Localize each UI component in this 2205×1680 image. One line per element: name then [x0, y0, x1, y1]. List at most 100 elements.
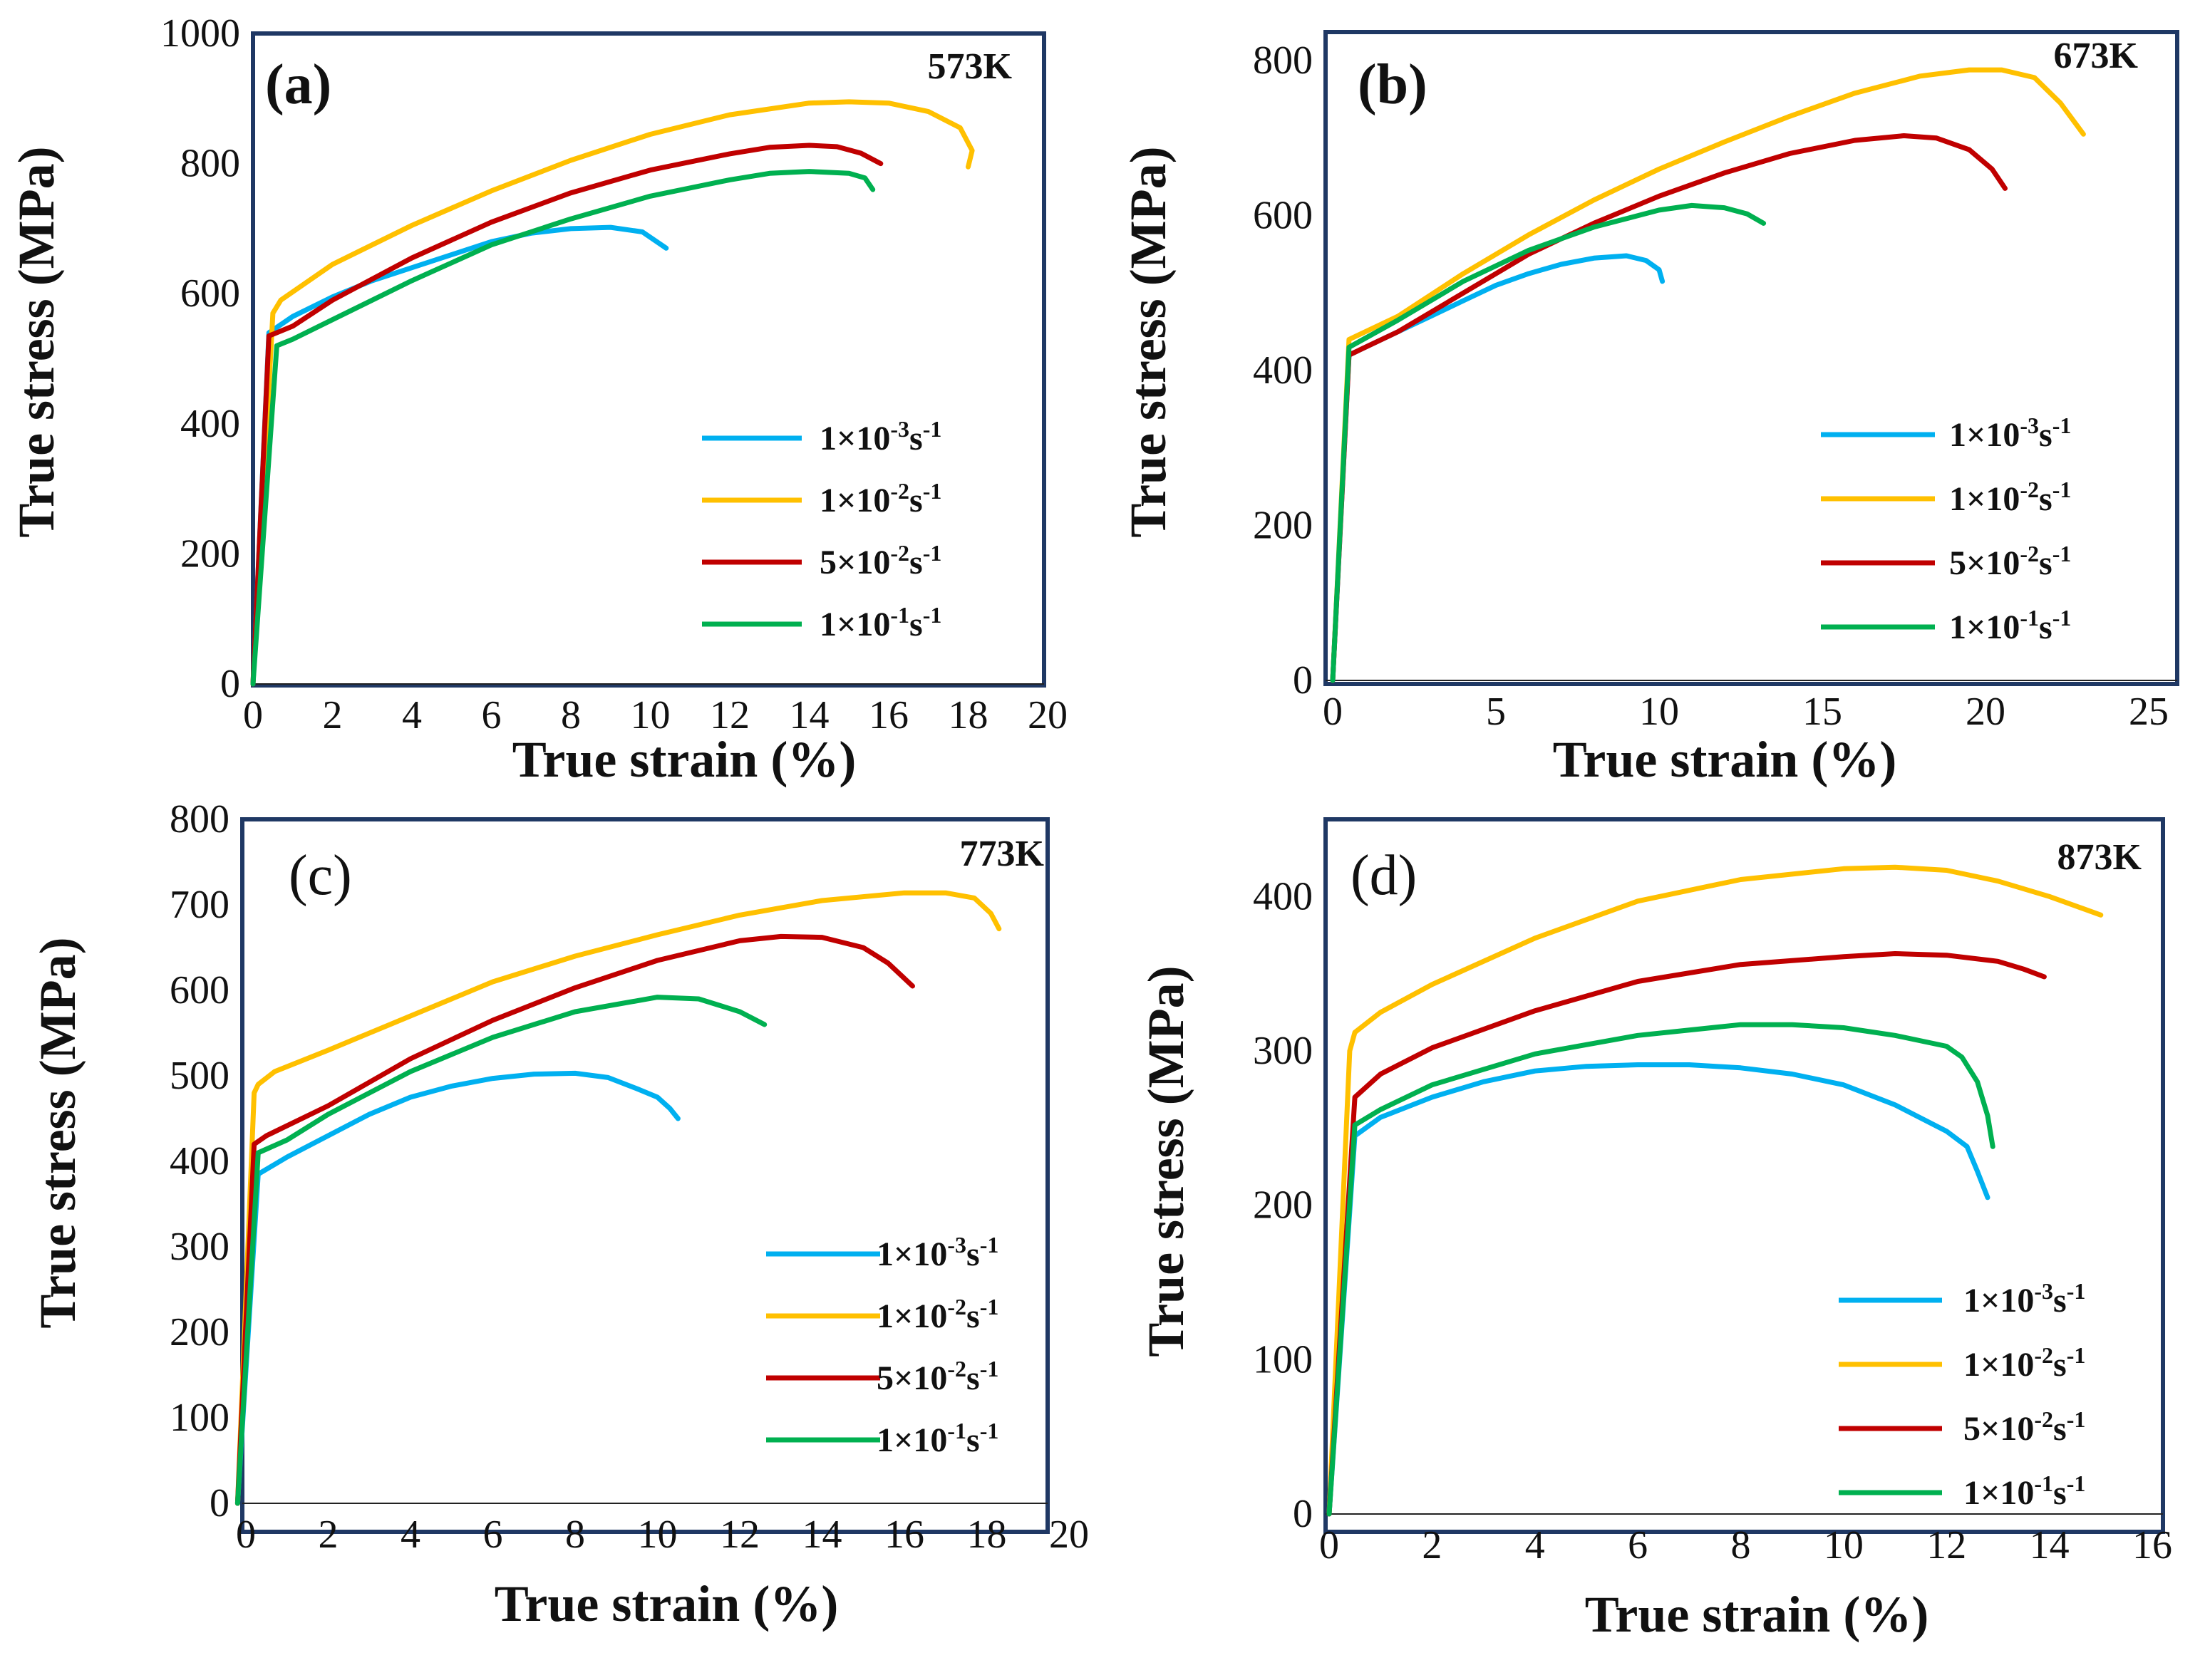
y-tick-label: 0 [1293, 658, 1313, 702]
y-tick-label: 600 [170, 968, 229, 1012]
x-tick-label: 4 [1525, 1523, 1545, 1567]
x-axis-title: True strain (%) [495, 1575, 839, 1632]
x-tick-label: 0 [243, 693, 263, 737]
x-tick-label: 10 [1639, 690, 1679, 734]
series-line-1 [1330, 253, 1666, 683]
y-tick-label: 600 [1253, 194, 1313, 238]
legend-label: 5×10-2s-1 [1949, 541, 2071, 582]
legend: 1×10-3s-1 1×10-2s-1 5×10-2s-1 1×10-1s-1 [1821, 413, 2071, 646]
legend: 1×10-3s-1 1×10-2s-1 5×10-2s-1 1×10-1s-1 [1839, 1278, 2085, 1512]
series-line-4 [1330, 202, 1767, 683]
x-tick-label: 16 [869, 693, 909, 737]
x-tick-label: 25 [2129, 690, 2169, 734]
panel-label: (b) [1358, 53, 1427, 116]
series-line-2 [234, 890, 1002, 1506]
plot-frame [240, 817, 1050, 1534]
temperature-label: 573K [928, 46, 1013, 87]
legend-label: 1×10-1s-1 [877, 1418, 998, 1459]
y-tick-label: 100 [170, 1396, 229, 1440]
x-tick-label: 0 [1319, 1523, 1339, 1567]
x-tick-label: 10 [631, 693, 671, 737]
legend-label: 1×10-2s-1 [1949, 477, 2071, 518]
y-tick-label: 200 [1253, 1183, 1313, 1228]
panel-c: 0 2 4 6 8 10 12 14 16 18 2001002003004005006007008… [29, 797, 1089, 1632]
x-tick-label: 0 [1323, 690, 1343, 734]
y-tick-label: 800 [1253, 38, 1313, 83]
series-line-1 [1326, 1062, 1990, 1517]
y-tick-label: 0 [220, 662, 240, 706]
x-axis-title: True strain (%) [1585, 1586, 1929, 1643]
x-tick-label: 10 [1824, 1523, 1864, 1567]
series-line-4 [250, 169, 876, 687]
panel-label: (a) [265, 53, 331, 116]
y-tick-label: 800 [180, 142, 240, 186]
y-tick-label: 500 [170, 1054, 229, 1098]
legend-label: 1×10-1s-1 [820, 602, 941, 643]
y-tick-label: 0 [1293, 1492, 1313, 1536]
legend: 1×10-3s-1 1×10-2s-1 5×10-2s-1 1×10-1s-1 [766, 1232, 998, 1459]
x-tick-label: 4 [402, 693, 422, 737]
legend: 1×10-3s-1 1×10-2s-1 5×10-2s-1 1×10-1s-1 [702, 416, 941, 643]
x-axis-title: True strain (%) [512, 731, 857, 788]
y-tick-label: 200 [170, 1310, 229, 1354]
plot-frame [1323, 30, 2179, 686]
plot-frame [1323, 817, 2165, 1534]
panel-b: 0 5 10 15 20 25 0 200 400 600 800 True strain (%) Tr… [1120, 30, 2179, 788]
legend-label: 5×10-2s-1 [820, 540, 941, 581]
y-axis-title: True stress (MPa) [1137, 965, 1194, 1357]
y-tick-label: 300 [170, 1225, 229, 1269]
series-line-3 [250, 142, 884, 687]
y-axis-title: True stress (MPa) [29, 937, 86, 1328]
series-line-2 [1326, 864, 2104, 1517]
x-tick-label: 8 [561, 693, 581, 737]
y-tick-label: 400 [1253, 874, 1313, 918]
x-tick-label: 20 [1049, 1513, 1089, 1557]
x-tick-label: 14 [790, 693, 830, 737]
legend-label: 1×10-3s-1 [1963, 1278, 2085, 1319]
y-tick-label: 400 [1253, 348, 1313, 393]
panel-d: 0 2 4 6 8 10 12 14 16 0 100 200 300 400 True strain (%… [1137, 817, 2172, 1643]
y-tick-label: 1000 [160, 11, 240, 56]
series-line-4 [234, 995, 768, 1506]
x-tick-label: 5 [1486, 690, 1506, 734]
legend-label: 1×10-2s-1 [820, 478, 941, 519]
series-line-2 [1330, 67, 2086, 683]
x-tick-label: 12 [710, 693, 750, 737]
temperature-label: 873K [2057, 837, 2142, 878]
y-tick-label: 200 [180, 532, 240, 576]
x-tick-label: 2 [1422, 1523, 1442, 1567]
y-tick-label: 700 [170, 883, 229, 927]
series-line-2 [250, 99, 975, 687]
legend-label: 1×10-3s-1 [820, 416, 941, 457]
x-tick-label: 14 [802, 1513, 842, 1557]
y-axis-title: True stress (MPa) [1120, 146, 1177, 537]
x-tick-label: 8 [565, 1513, 585, 1557]
legend-label: 5×10-2s-1 [1963, 1406, 2085, 1448]
x-axis-title: True strain (%) [1553, 731, 1897, 788]
x-tick-label: 6 [1628, 1523, 1648, 1567]
x-tick-label: 12 [720, 1513, 760, 1557]
x-tick-label: 16 [2132, 1523, 2172, 1567]
y-tick-label: 600 [180, 271, 240, 316]
x-tick-label: 2 [323, 693, 343, 737]
y-tick-label: 300 [1253, 1029, 1313, 1073]
y-tick-label: 0 [210, 1481, 229, 1525]
x-tick-label: 0 [236, 1513, 256, 1557]
x-tick-label: 6 [482, 693, 502, 737]
x-tick-label: 10 [638, 1513, 678, 1557]
y-tick-label: 400 [170, 1139, 229, 1183]
panel-label: (d) [1351, 844, 1417, 907]
legend-label: 1×10-1s-1 [1949, 605, 2071, 646]
x-tick-label: 20 [1966, 690, 2005, 734]
y-tick-label: 100 [1253, 1337, 1313, 1381]
legend-label: 5×10-2s-1 [877, 1356, 998, 1397]
x-tick-label: 18 [949, 693, 988, 737]
legend-label: 1×10-3s-1 [1949, 413, 2071, 454]
temperature-label: 673K [2054, 36, 2139, 76]
legend-label: 1×10-3s-1 [877, 1232, 998, 1273]
y-tick-label: 800 [170, 797, 229, 841]
x-tick-label: 15 [1802, 690, 1842, 734]
x-tick-label: 2 [319, 1513, 339, 1557]
